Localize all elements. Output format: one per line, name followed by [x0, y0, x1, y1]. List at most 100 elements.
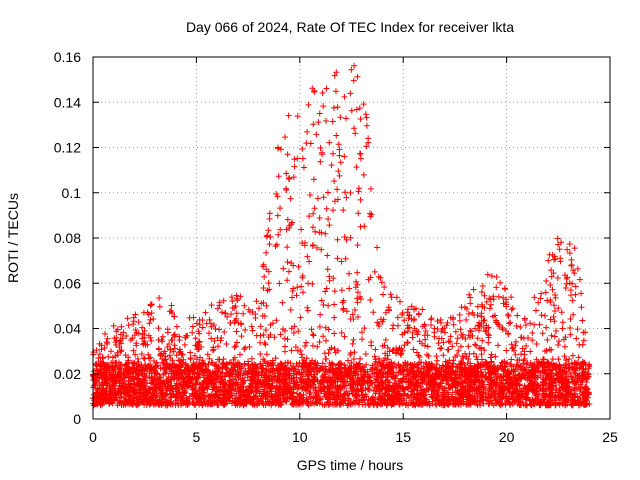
data-point: [541, 312, 548, 319]
data-point: [215, 356, 222, 363]
data-point: [448, 395, 455, 402]
data-point: [408, 303, 415, 310]
data-point: [452, 328, 459, 335]
data-point: [500, 300, 507, 307]
data-point: [125, 392, 132, 399]
data-point: [181, 399, 188, 406]
data-point: [124, 315, 131, 322]
data-point: [474, 303, 481, 310]
data-point: [166, 352, 173, 359]
data-point: [151, 364, 158, 371]
data-point: [290, 174, 297, 181]
data-point: [488, 351, 495, 358]
data-point: [193, 356, 200, 363]
data-point: [452, 383, 459, 390]
data-point: [95, 371, 102, 378]
data-point: [551, 302, 558, 309]
data-point: [449, 377, 456, 384]
data-point: [190, 400, 197, 407]
data-point: [214, 305, 221, 312]
data-point: [355, 289, 362, 296]
data-point: [284, 244, 291, 251]
data-point: [355, 210, 362, 217]
data-point: [554, 392, 561, 399]
data-point: [231, 354, 238, 361]
data-point: [219, 309, 226, 316]
data-point: [425, 386, 432, 393]
data-point: [383, 400, 390, 407]
data-point: [313, 399, 320, 406]
data-point: [269, 320, 276, 327]
data-point: [549, 396, 556, 403]
data-point: [138, 361, 145, 368]
data-point: [106, 397, 113, 404]
data-point: [478, 344, 485, 351]
data-point: [574, 372, 581, 379]
data-point: [153, 359, 160, 366]
data-point: [289, 294, 296, 301]
data-point: [531, 294, 538, 301]
data-point: [106, 364, 113, 371]
data-point: [246, 383, 253, 390]
data-point: [253, 368, 260, 375]
data-point: [459, 331, 466, 338]
data-point: [466, 291, 473, 298]
data-point: [419, 323, 426, 330]
data-point: [579, 378, 586, 385]
data-point: [383, 384, 390, 391]
data-point: [529, 337, 536, 344]
data-point: [374, 244, 381, 251]
data-point: [262, 341, 269, 348]
data-point: [468, 328, 475, 335]
data-point: [128, 378, 135, 385]
data-point: [91, 397, 98, 404]
data-point: [404, 322, 411, 329]
data-point: [144, 341, 151, 348]
data-point: [299, 240, 306, 247]
data-point: [538, 290, 545, 297]
data-point: [541, 388, 548, 395]
data-point: [533, 340, 540, 347]
data-point: [542, 382, 549, 389]
data-point: [259, 400, 266, 407]
data-point: [427, 321, 434, 328]
data-point: [354, 242, 361, 249]
data-point: [230, 368, 237, 375]
data-point: [343, 236, 350, 243]
data-point: [322, 288, 329, 295]
data-point: [217, 379, 224, 386]
data-point: [270, 373, 277, 380]
data-point: [462, 378, 469, 385]
data-point: [130, 314, 137, 321]
data-point: [382, 336, 389, 343]
data-point: [457, 326, 464, 333]
data-point: [196, 316, 203, 323]
data-point: [329, 361, 336, 368]
data-point: [213, 388, 220, 395]
data-point: [553, 327, 560, 334]
data-point: [489, 383, 496, 390]
data-point: [105, 400, 112, 407]
data-point: [551, 333, 558, 340]
data-point: [393, 345, 400, 352]
data-point: [559, 380, 566, 387]
data-point: [249, 327, 256, 334]
data-point: [359, 401, 366, 408]
data-point: [325, 350, 332, 357]
data-point: [385, 356, 392, 363]
data-point: [543, 347, 550, 354]
data-point: [196, 338, 203, 345]
data-point: [377, 359, 384, 366]
data-point: [278, 401, 285, 408]
data-point: [465, 372, 472, 379]
data-point: [488, 359, 495, 366]
data-point: [299, 155, 306, 162]
data-point: [237, 293, 244, 300]
data-point: [322, 324, 329, 331]
data-point: [452, 401, 459, 408]
data-point: [290, 329, 297, 336]
data-point: [191, 391, 198, 398]
data-point: [150, 379, 157, 386]
data-point: [284, 151, 291, 158]
data-point: [399, 400, 406, 407]
